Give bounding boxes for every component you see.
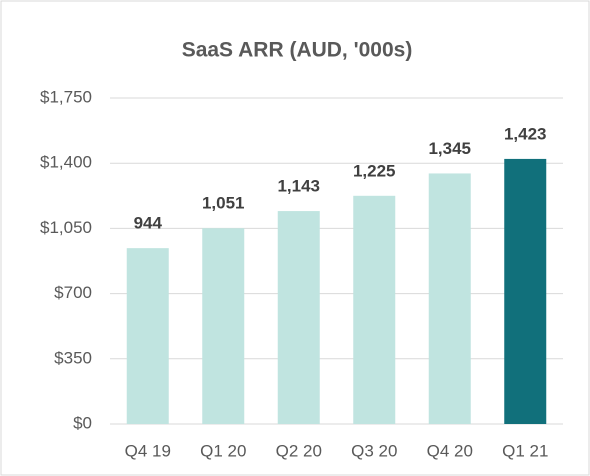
y-tick-label: $700 bbox=[54, 283, 92, 302]
data-label: 1,143 bbox=[277, 177, 320, 196]
data-label: 1,345 bbox=[428, 139, 471, 158]
bar bbox=[277, 211, 320, 424]
bar bbox=[353, 195, 396, 424]
y-tick-label: $0 bbox=[73, 413, 92, 432]
chart-title: SaaS ARR (AUD, '000s) bbox=[182, 39, 413, 62]
data-label: 1,051 bbox=[202, 194, 245, 213]
y-tick-label: $350 bbox=[54, 348, 92, 367]
x-tick-label: Q2 20 bbox=[276, 441, 322, 460]
x-tick-label: Q4 19 bbox=[125, 441, 171, 460]
bar bbox=[504, 158, 547, 424]
y-tick-label: $1,400 bbox=[40, 153, 92, 172]
bar bbox=[428, 173, 471, 424]
data-label: 1,225 bbox=[353, 161, 396, 180]
x-tick-label: Q4 20 bbox=[427, 441, 473, 460]
data-label: 1,423 bbox=[504, 124, 547, 143]
bar bbox=[202, 228, 245, 424]
x-tick-label: Q1 20 bbox=[200, 441, 246, 460]
data-label: 944 bbox=[134, 214, 163, 233]
y-tick-label: $1,050 bbox=[40, 218, 92, 237]
x-tick-label: Q3 20 bbox=[351, 441, 397, 460]
x-tick-label: Q1 21 bbox=[502, 441, 548, 460]
y-tick-label: $1,750 bbox=[40, 87, 92, 106]
bar bbox=[126, 248, 169, 424]
